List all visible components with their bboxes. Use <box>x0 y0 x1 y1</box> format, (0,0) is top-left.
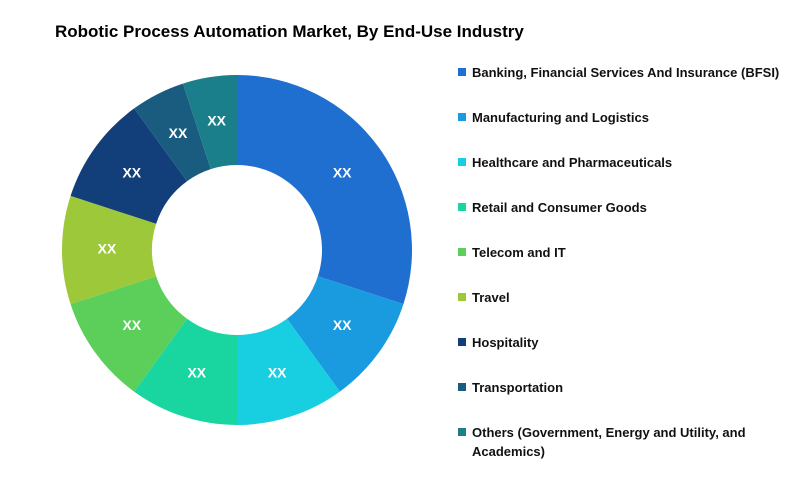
legend-label: Travel <box>472 290 510 305</box>
legend-label: Healthcare and Pharmaceuticals <box>472 155 673 170</box>
legend-swatch <box>458 113 466 121</box>
legend-item: Manufacturing and Logistics <box>458 108 788 127</box>
legend-item: Hospitality <box>458 333 788 352</box>
donut-segment <box>182 75 237 170</box>
legend-swatch <box>458 293 466 301</box>
donut-segment <box>237 318 340 425</box>
data-label: XX <box>169 125 188 141</box>
legend-label: Hospitality <box>472 335 539 350</box>
legend-item: Travel <box>458 288 788 307</box>
donut-segment <box>134 83 211 182</box>
legend-label: Transportation <box>472 380 564 395</box>
data-label: XX <box>122 164 141 180</box>
legend-item: Retail and Consumer Goods <box>458 198 788 217</box>
legend-swatch <box>458 68 466 76</box>
legend-label: Manufacturing and Logistics <box>472 110 649 125</box>
legend-item: Others (Government, Energy and Utility, … <box>458 423 788 461</box>
donut-segment <box>237 75 412 305</box>
donut-segment <box>70 276 188 392</box>
legend-swatch <box>458 158 466 166</box>
legend-swatch <box>458 203 466 211</box>
data-label: XX <box>98 241 117 257</box>
data-label: XX <box>187 364 206 380</box>
donut-segment <box>286 276 404 392</box>
donut-segment <box>70 108 188 224</box>
legend-item: Transportation <box>458 378 788 397</box>
donut-segment <box>62 195 157 305</box>
legend-label: Retail and Consumer Goods <box>472 200 647 215</box>
legend-item: Healthcare and Pharmaceuticals <box>458 153 788 172</box>
data-label: XX <box>333 164 352 180</box>
legend-item: Telecom and IT <box>458 243 788 262</box>
data-label: XX <box>268 364 287 380</box>
legend-swatch <box>458 383 466 391</box>
data-label: XX <box>333 317 352 333</box>
data-label: XX <box>207 112 226 128</box>
legend-label: Banking, Financial Services And Insuranc… <box>472 65 780 80</box>
data-label: XX <box>122 317 141 333</box>
legend-swatch <box>458 338 466 346</box>
legend-label: Telecom and IT <box>472 245 566 260</box>
legend-label: Others (Government, Energy and Utility, … <box>472 425 746 459</box>
legend-swatch <box>458 428 466 436</box>
donut-segment <box>134 318 237 425</box>
chart: XX XX XX XX XX XX XX XX XX <box>62 75 412 425</box>
legend-swatch <box>458 248 466 256</box>
chart-title: Robotic Process Automation Market, By En… <box>55 22 524 41</box>
legend-item: Banking, Financial Services And Insuranc… <box>458 63 788 82</box>
